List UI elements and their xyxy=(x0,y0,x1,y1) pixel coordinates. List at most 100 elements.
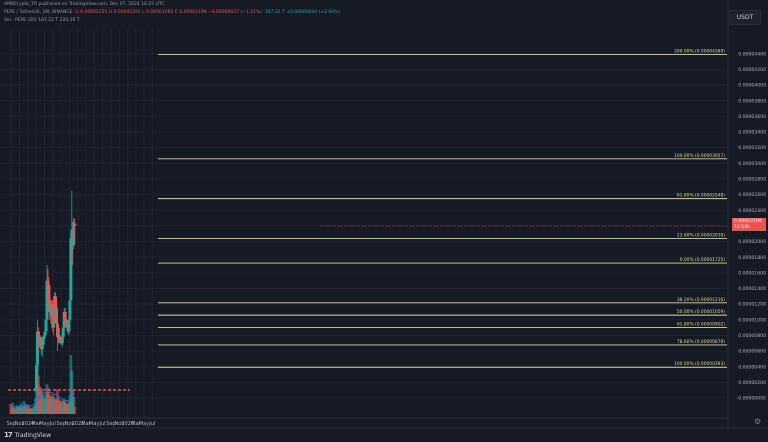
last-price-value: 0.00002199 xyxy=(734,219,762,224)
price-tick-label: 0.00003400 xyxy=(738,130,766,136)
candle-body xyxy=(34,365,38,388)
tradingview-logo[interactable]: 17 TradingView xyxy=(4,431,51,439)
candle-body xyxy=(60,336,64,344)
time-tick-label: Sep xyxy=(106,421,115,427)
time-tick-label: Jul xyxy=(148,421,155,427)
price-tick-label: 0.00001400 xyxy=(738,286,766,292)
fib-level-label: 0.00% (0.00001725) xyxy=(680,257,726,263)
candle-body xyxy=(64,319,68,324)
volume-ma-line xyxy=(10,391,76,408)
candle-body xyxy=(38,336,42,344)
fib-level-label: 200.00% (0.00004389) xyxy=(674,49,725,55)
time-tick-label: May xyxy=(39,421,49,427)
time-tick-label: Jul xyxy=(49,421,56,427)
fib-level-label: 23.60% (0.00002039) xyxy=(677,232,725,238)
time-tick-label: Nov xyxy=(15,421,25,427)
candle-body xyxy=(34,387,38,391)
candle-body xyxy=(67,319,71,332)
price-tick-label: 0.00000600 xyxy=(738,349,766,355)
candle-body xyxy=(51,304,55,328)
volume-legend[interactable]: Vol · PEPE (20) 187.22 T 220.16 T xyxy=(4,18,80,23)
price-tick-label: 0.00001200 xyxy=(738,302,766,308)
time-tick-label: Mar xyxy=(131,421,141,427)
price-tick-label: 0.00002400 xyxy=(738,208,766,214)
time-tick-label: 2024 xyxy=(22,421,35,427)
candle-body xyxy=(46,280,50,285)
time-tick-label: Nov xyxy=(65,421,75,427)
tradingview-logo-icon: 17 xyxy=(4,431,13,439)
last-price-countdown: 10:14h xyxy=(734,225,751,230)
candle-body xyxy=(55,308,59,324)
currency-button[interactable]: USDT xyxy=(729,10,761,25)
time-tick-label: Sep xyxy=(56,421,65,427)
ohlc-extra: 187.22 T +0.00000044 (+2.04%) xyxy=(264,10,341,15)
price-axis xyxy=(728,0,768,428)
price-tick-label: 0.00003600 xyxy=(738,114,766,120)
price-tick-label: 0.00001000 xyxy=(738,317,766,323)
price-tick-label: 0.00001800 xyxy=(738,255,766,261)
volume-bar xyxy=(72,396,76,414)
gear-icon[interactable]: ⚙ xyxy=(754,417,762,426)
price-tick-label: 0.00000200 xyxy=(738,380,766,386)
price-tick-label: 0.00004000 xyxy=(738,83,766,89)
price-tick-label: 0.00000800 xyxy=(738,333,766,339)
candle-body xyxy=(48,300,52,312)
candle-body xyxy=(68,300,72,320)
volume-bar xyxy=(73,406,77,414)
fib-level-label: 61.80% (0.00002548) xyxy=(677,193,725,199)
candle-body xyxy=(53,296,57,324)
symbol-name[interactable]: PEPE / TetherUS, 1M, BINANCE xyxy=(4,10,73,15)
time-tick-label: Nov xyxy=(114,421,124,427)
price-tick-label: -0.00000000 xyxy=(737,396,766,402)
time-tick-label: 2025 xyxy=(71,421,84,427)
price-tick-label: 0.00004200 xyxy=(738,67,766,73)
price-tick-label: 0.00002800 xyxy=(738,177,766,183)
ohlc-values: O 0.00002225 H 0.00002291 L 0.00001985 C… xyxy=(75,10,262,15)
candle-body xyxy=(69,237,73,301)
candle-body xyxy=(56,323,60,337)
candle-body xyxy=(63,311,67,320)
price-tick-label: 0.00002000 xyxy=(738,239,766,245)
price-tick-label: 0.00002600 xyxy=(738,192,766,198)
fib-level-label: 100.00% (0.00000393) xyxy=(674,361,725,367)
fib-level-label: 61.80% (0.00000902) xyxy=(677,321,725,327)
time-tick-label: May xyxy=(89,421,99,427)
candle-body xyxy=(43,331,47,336)
candle-body xyxy=(47,284,51,301)
time-tick-label: Sep xyxy=(7,421,16,427)
fib-level-label: 38.20% (0.00001216) xyxy=(677,297,725,303)
time-tick-label: 2026 xyxy=(121,421,134,427)
price-tick-label: 0.00003200 xyxy=(738,145,766,151)
candle-body xyxy=(65,323,69,328)
publisher-line: AMBCrypto_TR published on TradingView.co… xyxy=(4,2,165,7)
candle-body xyxy=(61,327,65,337)
time-tick-label: Mar xyxy=(81,421,91,427)
candle-body xyxy=(42,335,46,337)
candle-body xyxy=(44,319,48,332)
price-tick-label: 0.00003800 xyxy=(738,98,766,104)
time-tick-label: Jul xyxy=(99,421,106,427)
fib-level-label: 50.00% (0.00001059) xyxy=(677,309,725,315)
time-tick-label: May xyxy=(139,421,149,427)
candle-body xyxy=(72,221,76,246)
candle-body xyxy=(35,331,39,366)
price-tick-label: 0.00000400 xyxy=(738,364,766,370)
fib-level-label: 78.60% (0.00000678) xyxy=(677,339,725,345)
candle-body xyxy=(40,344,44,350)
time-tick-label: Mar xyxy=(31,421,41,427)
brand-name: TradingView xyxy=(14,431,52,439)
candle-body xyxy=(54,296,58,309)
candle-body xyxy=(41,336,45,345)
candle-body xyxy=(73,223,77,226)
price-tick-label: 0.00003000 xyxy=(738,161,766,167)
price-tick-label: 0.00004400 xyxy=(738,51,766,57)
fib-level-label: 100.00% (0.00003057) xyxy=(674,153,725,159)
candle-body xyxy=(57,335,61,340)
candle-body xyxy=(52,323,56,328)
price-tick-label: 0.00001600 xyxy=(738,270,766,276)
last-price-tag: 0.00002199 10:14h xyxy=(732,218,766,231)
symbol-legend: PEPE / TetherUS, 1M, BINANCE O 0.0000222… xyxy=(4,10,340,15)
candle-body xyxy=(45,280,49,320)
candle-body xyxy=(58,339,62,342)
